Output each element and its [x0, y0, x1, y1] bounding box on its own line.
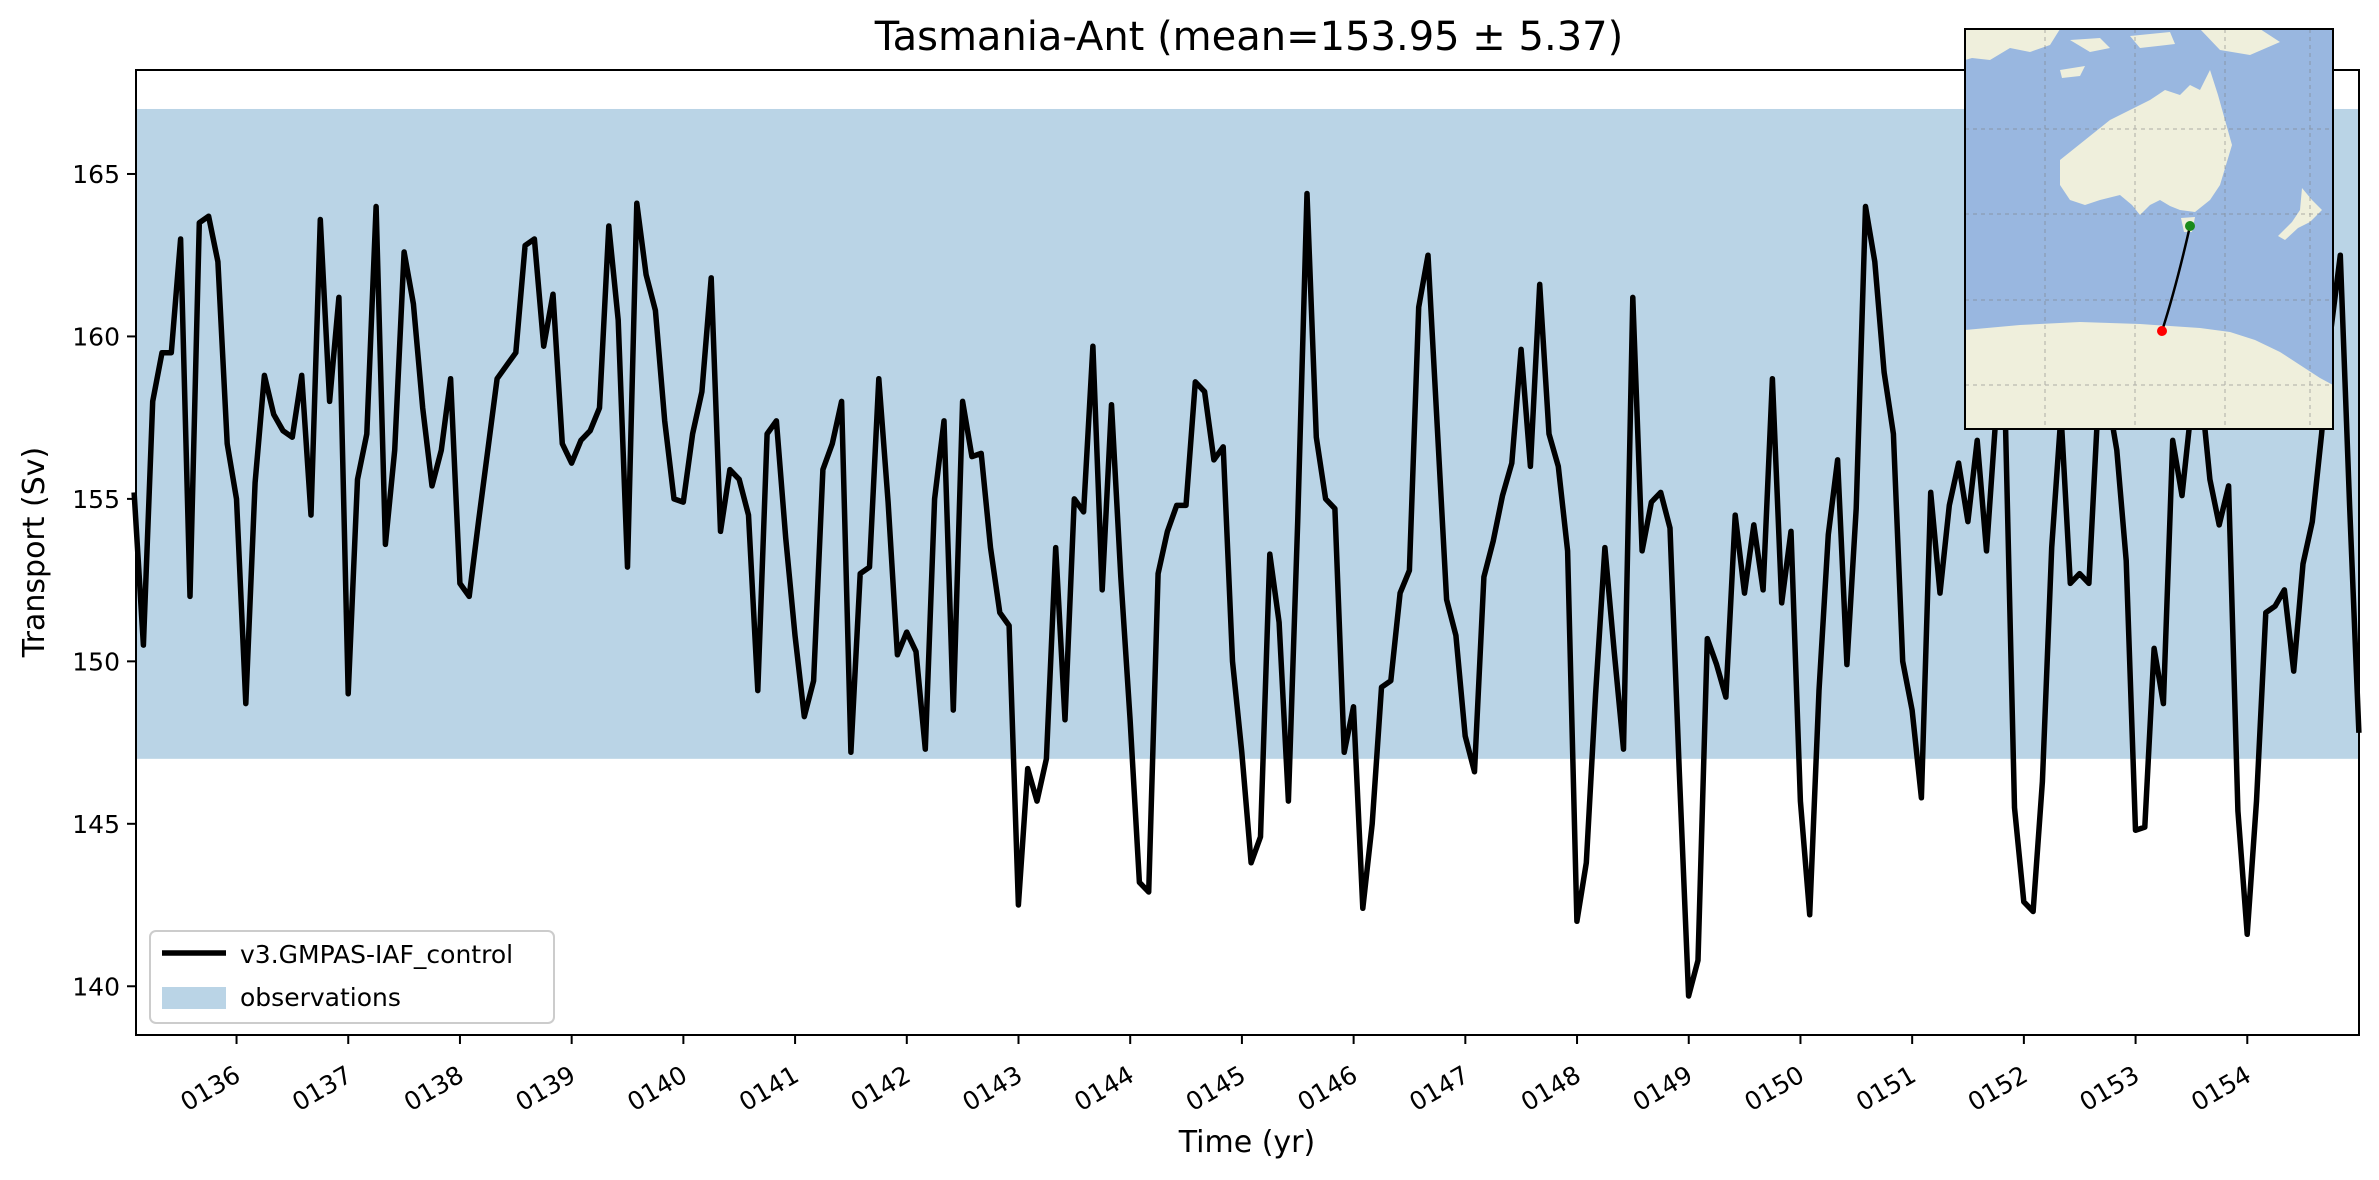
- x-tick-label: 0150: [1739, 1060, 1809, 1117]
- x-tick-label: 0144: [1069, 1060, 1139, 1117]
- x-tick-label: 0151: [1851, 1060, 1921, 1117]
- x-tick-label: 0148: [1516, 1060, 1586, 1117]
- legend-observations-label: observations: [240, 983, 401, 1012]
- y-axis-label: Transport (Sv): [17, 447, 52, 659]
- y-tick-label: 155: [72, 485, 120, 514]
- x-tick-label: 0138: [399, 1060, 469, 1117]
- y-axis-ticks: 140 145 150 155 160 165: [72, 160, 136, 1001]
- x-tick-label: 0139: [511, 1060, 581, 1117]
- map-transect-line: [2160, 225, 2192, 332]
- y-tick-label: 140: [72, 972, 120, 1001]
- map-land-indonesia: [1965, 29, 2280, 78]
- legend-series-label: v3.GMPAS-IAF_control: [240, 940, 513, 969]
- x-tick-label: 0149: [1628, 1060, 1698, 1117]
- x-tick-label: 0136: [176, 1060, 246, 1117]
- y-tick-label: 150: [72, 647, 120, 676]
- x-tick-label: 0143: [958, 1060, 1028, 1117]
- x-axis-ticks: 0136 0137 0138 0139 0140 0141 0142 0143 0144 0145…: [176, 1035, 2256, 1117]
- x-tick-label: 0141: [734, 1060, 804, 1117]
- x-axis-label: Time (yr): [1178, 1125, 1315, 1160]
- legend: v3.GMPAS-IAF_control observations: [149, 930, 555, 1024]
- map-frame: [1964, 28, 2334, 430]
- x-tick-label: 0145: [1181, 1060, 1251, 1117]
- map-graticule: [1965, 29, 2333, 429]
- legend-band-swatch: [162, 987, 226, 1009]
- legend-box: [149, 930, 555, 1024]
- series-line: [131, 190, 2362, 999]
- map-land-australia: [2060, 70, 2232, 215]
- x-tick-label: 0142: [846, 1060, 916, 1117]
- y-tick-label: 145: [72, 810, 120, 839]
- chart-title: Tasmania-Ant (mean=153.95 ± 5.37): [874, 14, 1623, 60]
- map-end-marker: [2157, 326, 2167, 336]
- x-tick-label: 0146: [1293, 1060, 1363, 1117]
- x-tick-label: 0154: [2186, 1060, 2256, 1117]
- map-land-antarctica: [1965, 322, 2333, 429]
- x-tick-label: 0137: [287, 1060, 357, 1117]
- y-tick-label: 160: [72, 322, 120, 351]
- map-start-marker: [2185, 221, 2195, 231]
- x-tick-label: 0140: [622, 1060, 692, 1117]
- x-tick-label: 0152: [1963, 1060, 2033, 1117]
- x-tick-label: 0153: [2075, 1060, 2145, 1117]
- plot-frame: [135, 69, 2360, 1036]
- x-tick-label: 0147: [1404, 1060, 1474, 1117]
- map-land-new-zealand: [2278, 188, 2322, 240]
- inset-map: [1964, 28, 2334, 430]
- y-tick-label: 165: [72, 160, 120, 189]
